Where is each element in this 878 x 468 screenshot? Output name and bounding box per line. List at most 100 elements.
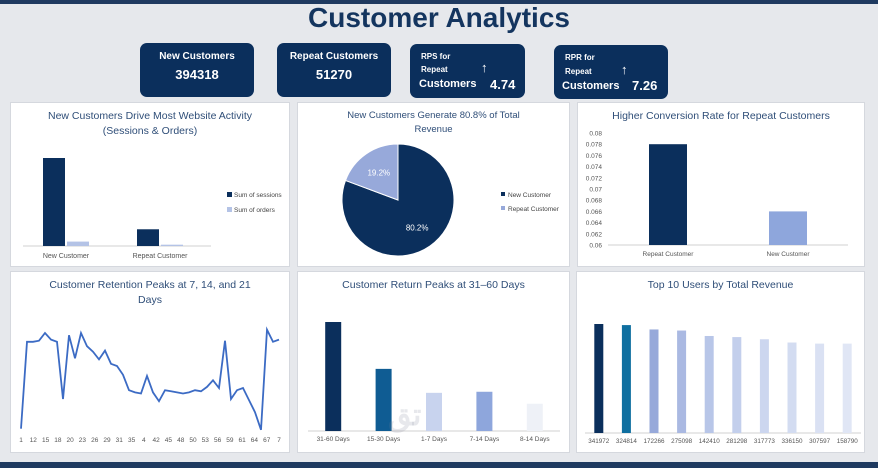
x-tick-label: 23 (79, 437, 87, 444)
kpi-label-line3: Customers (419, 78, 477, 90)
bar (161, 244, 183, 246)
bar (67, 241, 89, 246)
x-tick-label: New Customer (43, 253, 90, 260)
kpi-value: 394318 (175, 67, 219, 82)
kpi-new-customers: New Customers 394318 (140, 43, 254, 97)
y-tick-label: 0.062 (586, 231, 603, 238)
kpi-repeat-customers: Repeat Customers 51270 (277, 43, 391, 97)
kpi-value: 7.26 (632, 78, 658, 93)
x-tick-label: 275098 (671, 438, 693, 445)
bar (325, 322, 342, 431)
x-tick-label: 1-7 Days (421, 436, 448, 443)
x-tick-label: 7-14 Days (470, 436, 500, 443)
retention-line (20, 326, 280, 431)
bar (476, 391, 493, 431)
bar (649, 329, 659, 433)
kpi-rpr: RPR for Repeat Customers ↑ 7.26 (554, 45, 668, 99)
x-tick-label: 31-60 Days (317, 436, 351, 443)
legend-swatch (501, 206, 505, 210)
data-label: 19.2% (367, 168, 390, 177)
x-tick-label: 18 (54, 437, 62, 444)
x-tick-label: 50 (189, 437, 197, 444)
x-tick-label: 307597 (809, 438, 831, 445)
x-tick-label: 15 (42, 437, 50, 444)
return-timing-panel: Customer Return Peaks at 31–60 Days 31-6… (297, 271, 570, 453)
x-tick-label: 45 (165, 437, 173, 444)
chart-title: Customer Return Peaks at 31–60 Days (342, 279, 525, 291)
sessions-orders-chart: New Customer Repeat Customer Sum of sessio… (23, 158, 282, 260)
bar (594, 324, 604, 433)
chart-title: New Customers Drive Most Website Activit… (47, 110, 253, 137)
bar (137, 229, 159, 246)
return-timing-chart: 31-60 Days 15-30 Days 1-7 Days 7-14 Days 8-1… (308, 322, 560, 443)
chart-title: New Customers Generate 80.8% of Total Re… (347, 110, 520, 135)
kpi-label-line2: Repeat (565, 67, 592, 76)
bar (677, 330, 687, 433)
y-tick-label: 0.068 (586, 198, 603, 205)
x-tick-label: 1 (19, 437, 23, 444)
x-tick-label: Repeat Customer (643, 251, 695, 258)
kpi-value: 4.74 (490, 77, 516, 92)
conversion-rate-panel: Higher Conversion Rate for Repeat Custom… (577, 102, 865, 267)
x-tick-label: 142410 (699, 438, 721, 445)
x-tick-label: 59 (226, 437, 234, 444)
legend-label: Sum of sessions (234, 192, 282, 199)
dashboard-title: Customer Analytics (308, 2, 570, 33)
x-tick-label: 61 (239, 437, 247, 444)
chart-title: Customer Retention Peaks at 7, 14, and 2… (49, 279, 251, 306)
y-tick-label: 0.072 (586, 175, 603, 182)
y-tick-label: 0.066 (586, 209, 603, 216)
x-tick-label: 29 (103, 437, 111, 444)
bar (759, 339, 769, 433)
bar (704, 335, 714, 433)
bar (649, 144, 687, 245)
y-tick-label: 0.076 (586, 153, 603, 160)
arrow-up-icon: ↑ (621, 62, 628, 77)
x-tick-label: New Customer (767, 251, 811, 258)
chart-title: Higher Conversion Rate for Repeat Custom… (612, 110, 830, 122)
x-tick-label: 67 (263, 437, 271, 444)
y-tick-label: 0.074 (586, 164, 603, 171)
bottom-border (0, 462, 878, 468)
y-tick-label: 0.06 (589, 243, 602, 250)
x-tick-label: 35 (128, 437, 136, 444)
top-users-panel: Top 10 Users by Total Revenue 341972 3248… (576, 271, 865, 453)
kpi-label: New Customers (159, 51, 235, 62)
pie-slice (344, 143, 399, 201)
retention-panel: Customer Retention Peaks at 7, 14, and 2… (10, 271, 290, 453)
legend-swatch (227, 192, 232, 197)
sessions-orders-panel: New Customers Drive Most Website Activit… (10, 102, 290, 267)
x-tick-label: 56 (214, 437, 222, 444)
x-tick-label: 336150 (781, 438, 803, 445)
bar (769, 211, 807, 245)
x-tick-label: 281298 (726, 438, 748, 445)
bar (43, 158, 65, 246)
x-tick-label: 42 (153, 437, 161, 444)
legend-swatch (501, 192, 505, 196)
x-tick-label: 324814 (616, 438, 638, 445)
kpi-label-line3: Customers (562, 80, 620, 92)
chart-title: Top 10 Users by Total Revenue (647, 279, 794, 291)
kpi-label-line1: RPS for (421, 52, 451, 61)
revenue-share-panel: New Customers Generate 80.8% of Total Re… (297, 102, 570, 267)
bar (815, 343, 825, 433)
data-label: 80.2% (406, 224, 429, 233)
y-tick-label: 0.078 (586, 142, 603, 149)
revenue-share-chart: 80.2% 19.2% New Customer Repeat Customer (341, 143, 560, 257)
watermark: تق (388, 399, 422, 432)
bar (842, 343, 852, 433)
x-tick-label: 4 (142, 437, 146, 444)
x-tick-label: 341972 (588, 438, 610, 445)
x-tick-label: 64 (251, 437, 259, 444)
x-tick-label: 8-14 Days (520, 436, 550, 443)
x-tick-label: Repeat Customer (133, 253, 189, 260)
x-tick-label: 26 (91, 437, 99, 444)
bar (526, 403, 543, 431)
x-tick-label: 31 (116, 437, 124, 444)
y-tick-label: 0.07 (589, 187, 602, 194)
arrow-up-icon: ↑ (481, 60, 488, 75)
legend-label: New Customer (508, 192, 552, 199)
y-tick-label: 0.08 (589, 131, 602, 138)
bar (375, 368, 392, 431)
kpi-label-line2: Repeat (421, 65, 448, 74)
